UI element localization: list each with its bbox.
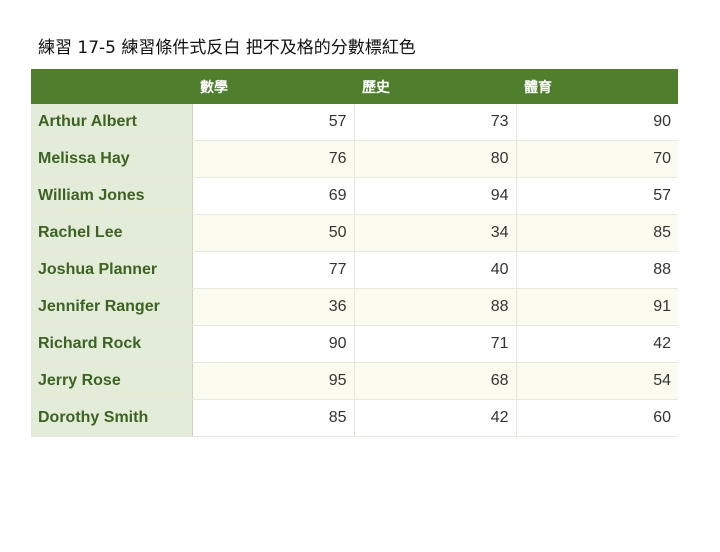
pe-score-cell[interactable]: 88: [516, 251, 678, 289]
math-score-cell[interactable]: 57: [192, 104, 355, 141]
math-score-cell[interactable]: 90: [192, 325, 355, 363]
table-row: William Jones 69 94 57: [31, 177, 678, 215]
pe-score-cell[interactable]: 60: [516, 399, 678, 437]
student-name-cell[interactable]: Joshua Planner: [31, 251, 193, 289]
table-row: Dorothy Smith 85 42 60: [31, 399, 678, 437]
student-name-cell[interactable]: Rachel Lee: [31, 214, 193, 252]
header-corner-cell[interactable]: [31, 69, 192, 104]
history-score-cell[interactable]: 71: [354, 325, 517, 363]
history-score-cell[interactable]: 68: [354, 362, 517, 400]
student-name-cell[interactable]: Melissa Hay: [31, 140, 193, 178]
student-name-cell[interactable]: Arthur Albert: [31, 104, 193, 141]
history-score-cell[interactable]: 80: [354, 140, 517, 178]
history-score-cell[interactable]: 94: [354, 177, 517, 215]
pe-score-cell[interactable]: 57: [516, 177, 678, 215]
math-score-cell[interactable]: 95: [192, 362, 355, 400]
header-pe[interactable]: 體育: [516, 69, 678, 104]
table-row: Richard Rock 90 71 42: [31, 325, 678, 363]
table-row: Jennifer Ranger 36 88 91: [31, 288, 678, 326]
math-score-cell[interactable]: 50: [192, 214, 355, 252]
header-row: 數學 歷史 體育: [31, 69, 678, 104]
student-name-cell[interactable]: Jerry Rose: [31, 362, 193, 400]
pe-score-cell[interactable]: 90: [516, 104, 678, 141]
history-score-cell[interactable]: 88: [354, 288, 517, 326]
student-name-cell[interactable]: Dorothy Smith: [31, 399, 193, 437]
table-row: Jerry Rose 95 68 54: [31, 362, 678, 400]
student-name-cell[interactable]: Richard Rock: [31, 325, 193, 363]
history-score-cell[interactable]: 40: [354, 251, 517, 289]
history-score-cell[interactable]: 42: [354, 399, 517, 437]
pe-score-cell[interactable]: 54: [516, 362, 678, 400]
math-score-cell[interactable]: 69: [192, 177, 355, 215]
scores-table: 數學 歷史 體育 Arthur Albert 57 73 90 Melissa …: [31, 69, 678, 437]
table-row: Melissa Hay 76 80 70: [31, 140, 678, 178]
pe-score-cell[interactable]: 85: [516, 214, 678, 252]
history-score-cell[interactable]: 34: [354, 214, 517, 252]
page-title: 練習 17-5 練習條件式反白 把不及格的分數標紅色: [38, 38, 416, 58]
header-history[interactable]: 歷史: [354, 69, 516, 104]
header-math[interactable]: 數學: [192, 69, 354, 104]
pe-score-cell[interactable]: 42: [516, 325, 678, 363]
student-name-cell[interactable]: William Jones: [31, 177, 193, 215]
table-row: Joshua Planner 77 40 88: [31, 251, 678, 289]
pe-score-cell[interactable]: 91: [516, 288, 678, 326]
history-score-cell[interactable]: 73: [354, 104, 517, 141]
table-row: Rachel Lee 50 34 85: [31, 214, 678, 252]
pe-score-cell[interactable]: 70: [516, 140, 678, 178]
math-score-cell[interactable]: 77: [192, 251, 355, 289]
student-name-cell[interactable]: Jennifer Ranger: [31, 288, 193, 326]
math-score-cell[interactable]: 36: [192, 288, 355, 326]
math-score-cell[interactable]: 85: [192, 399, 355, 437]
math-score-cell[interactable]: 76: [192, 140, 355, 178]
table-row: Arthur Albert 57 73 90: [31, 104, 678, 141]
